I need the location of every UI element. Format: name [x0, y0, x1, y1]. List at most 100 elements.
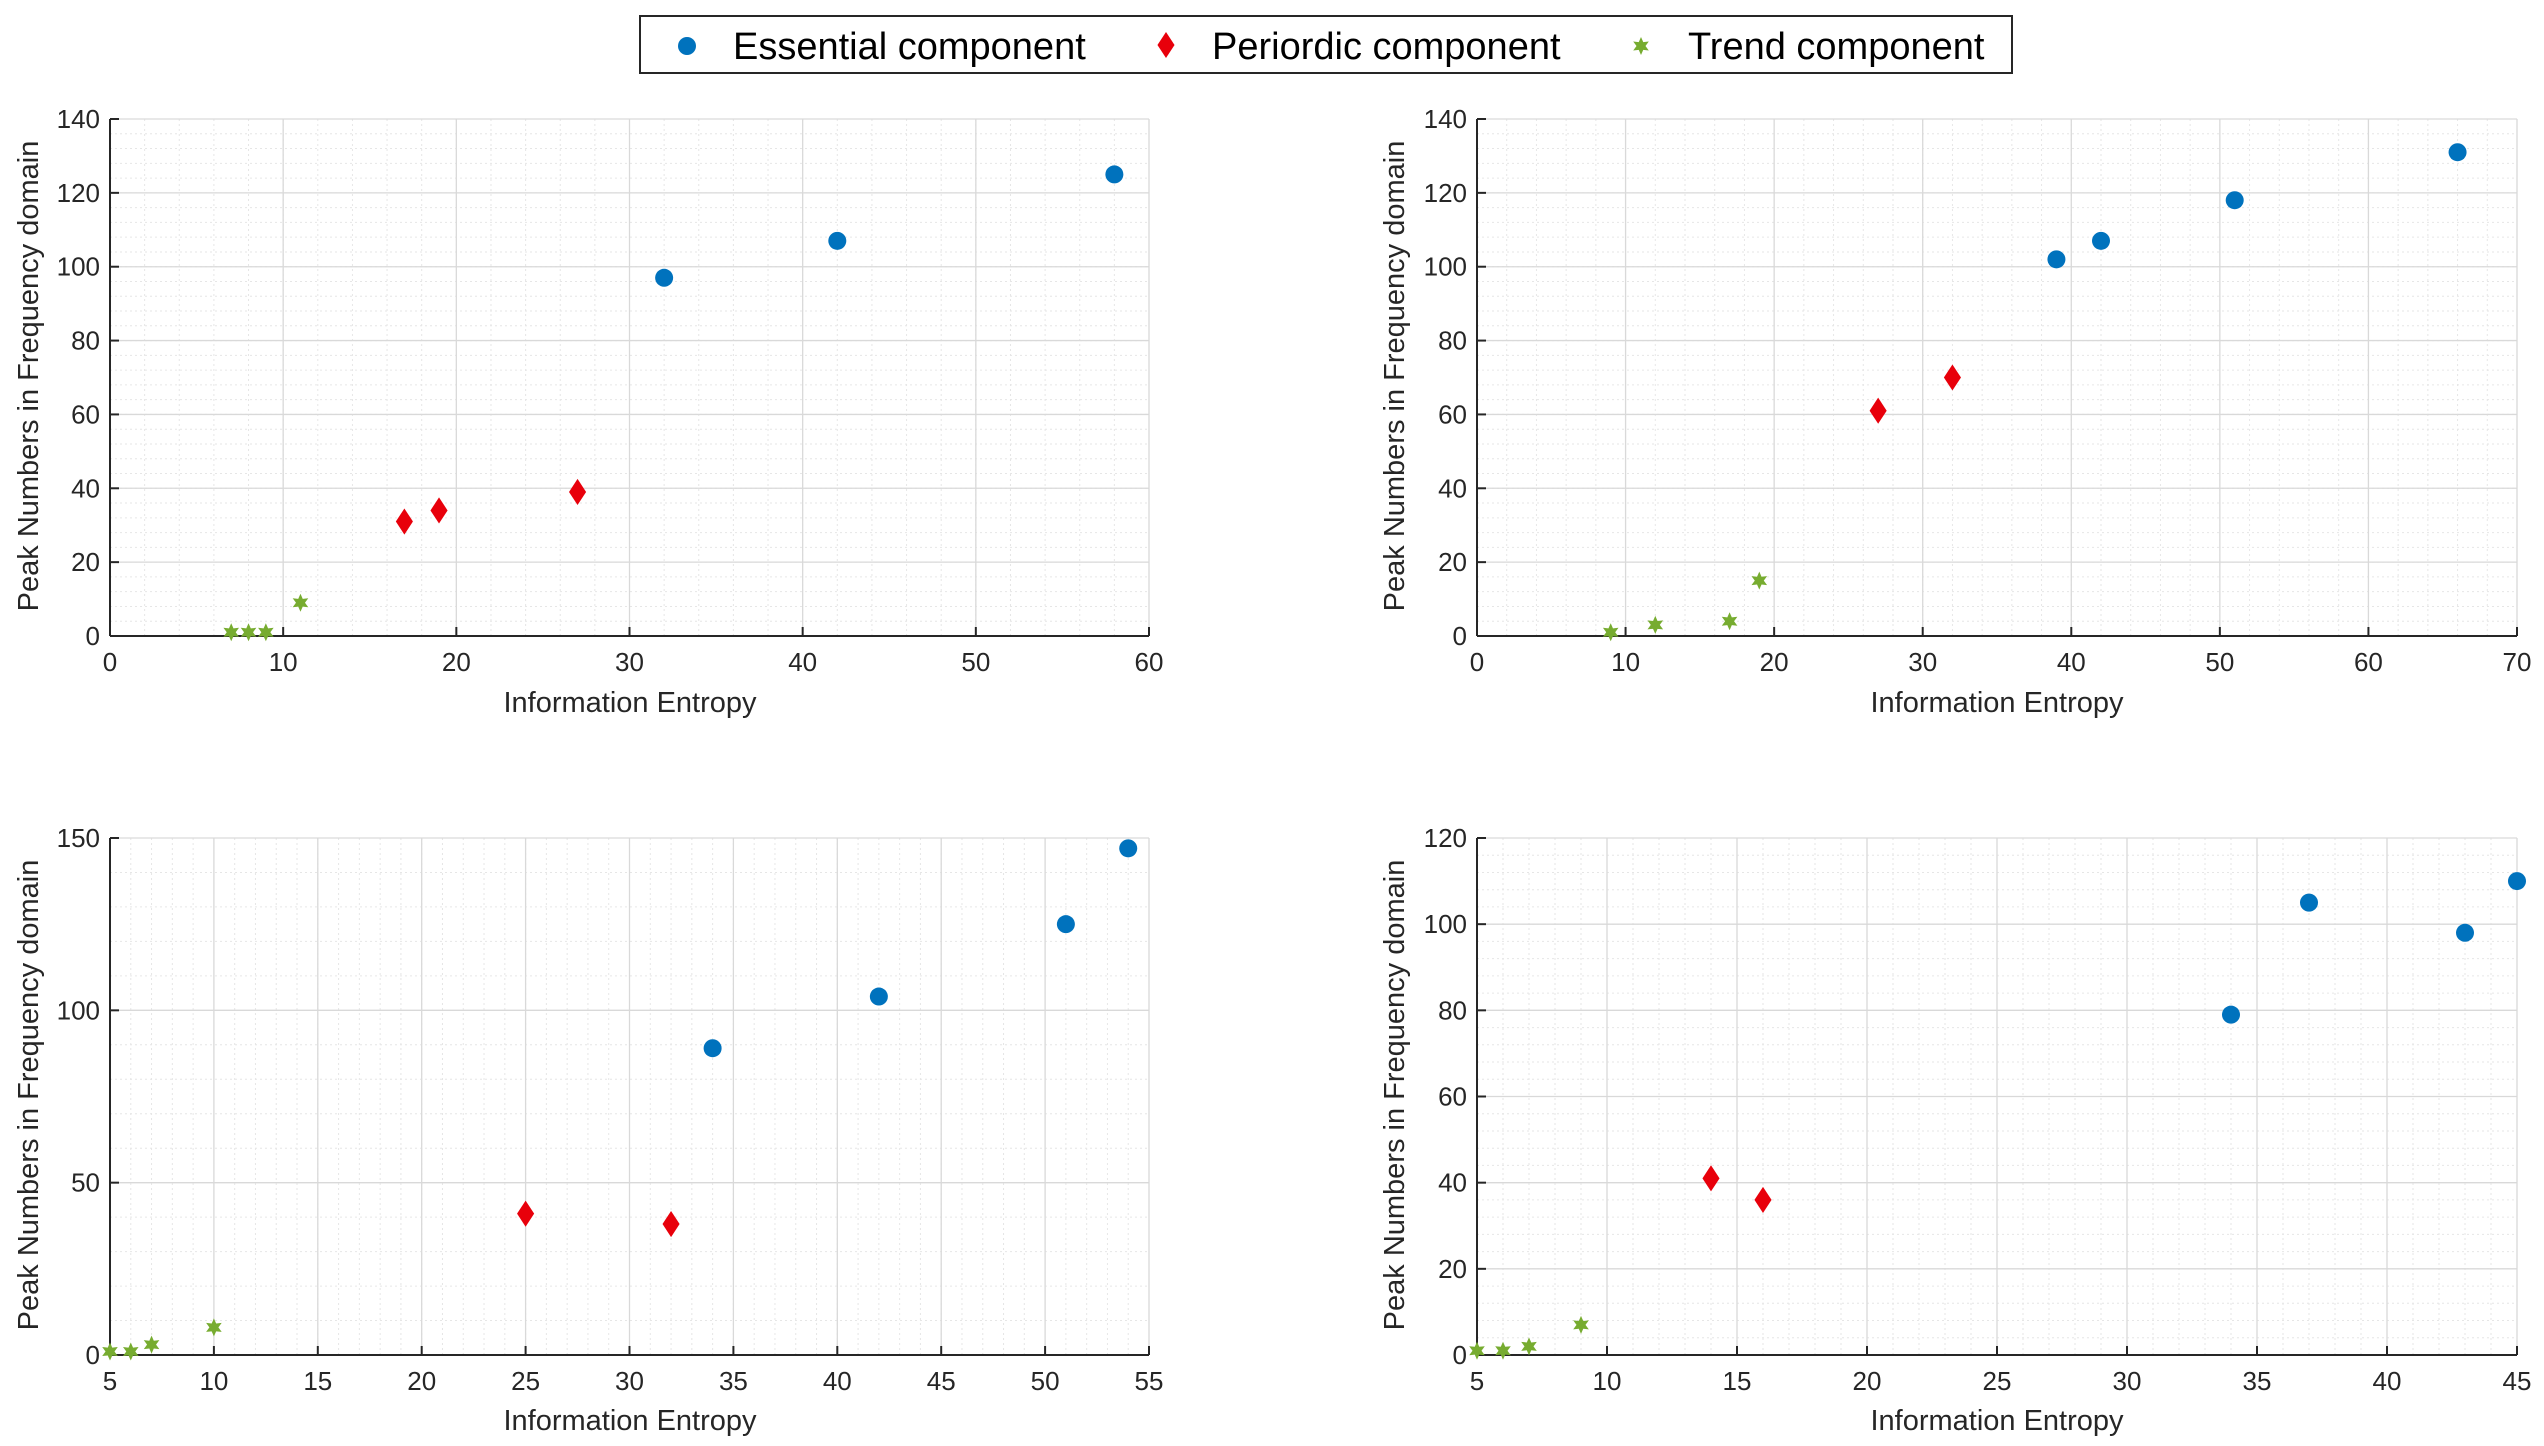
y-axis-label: Peak Numbers in Frequency domain: [1379, 860, 1411, 1331]
data-point: [223, 623, 240, 642]
legend-box: [639, 15, 2013, 74]
x-tick-label: 60: [1135, 647, 1164, 677]
series-circle: [703, 839, 1138, 1058]
series-circle: [2222, 872, 2526, 1024]
x-tick-label: 20: [1853, 1366, 1882, 1396]
x-tick-label: 30: [615, 647, 644, 677]
legend-label-essential: Essential component: [733, 26, 1086, 68]
y-tick-label: 20: [1438, 547, 1467, 577]
y-tick-label: 0: [86, 1340, 100, 1370]
data-point: [2047, 250, 2066, 269]
data-point: [122, 1342, 139, 1361]
x-tick-label: 0: [1470, 647, 1484, 677]
data-point: [2300, 893, 2318, 912]
x-tick-label: 40: [788, 647, 817, 677]
series-star: [102, 1318, 222, 1361]
data-point: [258, 623, 274, 642]
subplot-bottom-right: Information Entropy Peak Numbers in Freq…: [1379, 823, 2531, 1437]
x-tick-label: 5: [1470, 1366, 1484, 1396]
data-point: [1751, 571, 1768, 590]
grid: [109, 837, 1150, 1356]
data-point: [1119, 839, 1138, 858]
x-tick-label: 10: [1593, 1366, 1622, 1396]
data-point: [2222, 1005, 2240, 1024]
x-tick-label: 50: [961, 647, 990, 677]
data-point: [2456, 923, 2474, 942]
legend-marker-essential: [678, 37, 696, 55]
y-tick-label: 40: [1438, 1168, 1467, 1198]
series-diamond: [395, 478, 587, 535]
y-tick-label: 100: [1424, 252, 1467, 282]
data-point: [1943, 364, 1961, 391]
y-tick-label: 20: [71, 547, 100, 577]
x-axis-label: Information Entropy: [503, 1405, 757, 1437]
x-axis-label: Information Entropy: [1870, 687, 2124, 719]
series-circle: [655, 165, 1124, 287]
legend-label-periodic: Periordic component: [1212, 26, 1561, 68]
y-tick-label: 100: [57, 252, 100, 282]
subplot-top-left: Information Entropy Peak Numbers in Freq…: [13, 104, 1163, 719]
star-icon: [1633, 37, 1649, 55]
series-star: [1469, 1315, 1589, 1360]
series-circle: [2047, 143, 2467, 269]
y-tick-label: 50: [71, 1168, 100, 1198]
y-tick-label: 140: [1424, 104, 1467, 134]
data-point: [1602, 623, 1619, 642]
data-point: [2508, 872, 2526, 891]
x-tick-label: 10: [199, 1366, 228, 1396]
legend-marker-trend: [1633, 37, 1649, 55]
data-points: [1469, 872, 2526, 1360]
series-star: [1602, 571, 1768, 642]
data-point: [1754, 1186, 1772, 1213]
axes: 5 10 15 20 25 30 35 40 45 50 55 0 50 100 150: [57, 823, 1164, 1396]
subplot-top-right: Information Entropy Peak Numbers in Freq…: [1379, 104, 2531, 719]
y-axis-label: Peak Numbers in Frequency domain: [13, 141, 45, 612]
grid: [1476, 118, 2518, 637]
series-diamond: [1702, 1165, 1772, 1213]
series-star: [223, 593, 309, 642]
circle-icon: [678, 37, 696, 55]
data-points: [223, 165, 1124, 642]
subplot-bottom-left: Information Entropy Peak Numbers in Freq…: [13, 823, 1163, 1437]
y-tick-label: 0: [1453, 621, 1467, 651]
data-point: [102, 1342, 118, 1361]
data-point: [703, 1039, 722, 1058]
y-axis-label: Peak Numbers in Frequency domain: [1379, 141, 1411, 612]
data-point: [828, 231, 847, 250]
x-tick-label: 30: [1908, 647, 1937, 677]
data-point: [143, 1335, 160, 1354]
data-point: [869, 987, 888, 1006]
y-tick-label: 40: [1438, 473, 1467, 503]
y-tick-label: 140: [57, 104, 100, 134]
data-point: [517, 1200, 535, 1227]
y-tick-label: 60: [71, 399, 100, 429]
y-tick-label: 80: [1438, 326, 1467, 356]
y-axis-label: Peak Numbers in Frequency domain: [13, 860, 45, 1331]
x-tick-label: 0: [103, 647, 117, 677]
x-axis-label: Information Entropy: [503, 687, 757, 719]
data-point: [1573, 1315, 1589, 1334]
data-point: [2225, 191, 2244, 210]
x-tick-label: 5: [103, 1366, 117, 1396]
y-tick-label: 80: [71, 326, 100, 356]
y-tick-label: 80: [1438, 995, 1467, 1025]
y-tick-label: 120: [1424, 823, 1467, 853]
data-points: [1602, 143, 2467, 642]
data-point: [569, 478, 587, 506]
grid: [109, 118, 1150, 637]
x-tick-label: 35: [719, 1366, 748, 1396]
axes: 0 10 20 30 40 50 60 70 0 20 40 60 80 100 120 140: [1424, 104, 2532, 677]
x-tick-label: 70: [2503, 647, 2532, 677]
x-tick-label: 20: [442, 647, 471, 677]
axes: 5 10 15 20 25 30 35 40 45 0 20 40 60 80 100 120: [1424, 823, 2532, 1396]
x-tick-label: 45: [927, 1366, 956, 1396]
x-tick-label: 40: [2373, 1366, 2402, 1396]
x-tick-label: 20: [407, 1366, 436, 1396]
grid: [1476, 837, 2518, 1356]
x-tick-label: 10: [269, 647, 298, 677]
x-tick-label: 50: [2205, 647, 2234, 677]
x-tick-label: 40: [2057, 647, 2086, 677]
y-tick-label: 0: [86, 621, 100, 651]
x-tick-label: 50: [1031, 1366, 1060, 1396]
